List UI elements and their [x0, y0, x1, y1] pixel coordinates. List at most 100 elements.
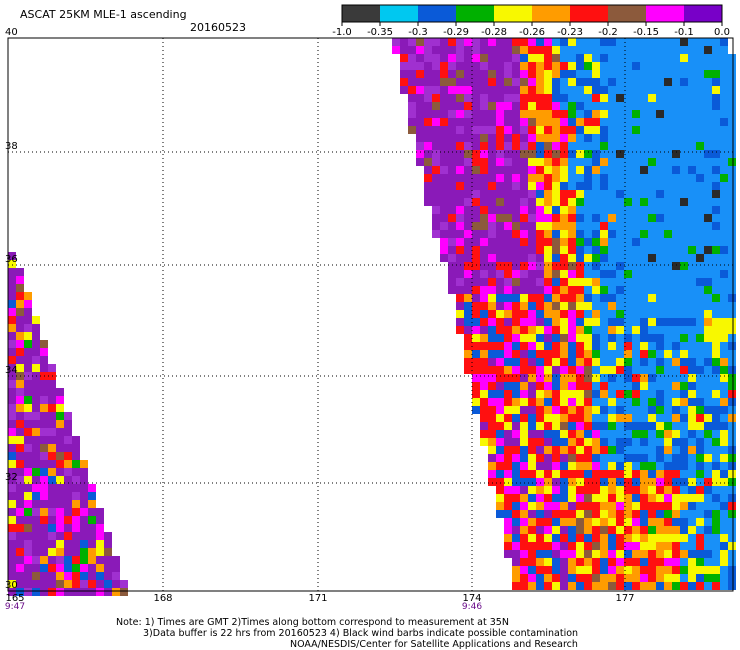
swath-cell — [504, 270, 512, 278]
swath-cell — [608, 510, 616, 518]
swath-cell — [488, 150, 496, 158]
swath-cell — [520, 430, 528, 438]
swath-cell — [728, 150, 736, 158]
swath-cell — [568, 558, 576, 566]
swath-cell — [712, 582, 720, 590]
swath-cell — [592, 550, 600, 558]
swath-cell — [464, 286, 472, 294]
swath-cell — [648, 142, 656, 150]
swath-cell — [560, 190, 568, 198]
swath-cell — [432, 110, 440, 118]
swath-cell — [496, 46, 504, 54]
swath-cell — [488, 46, 496, 54]
swath-cell — [624, 102, 632, 110]
swath-cell — [544, 294, 552, 302]
swath-cell — [416, 142, 424, 150]
swath-cell — [432, 166, 440, 174]
swath-cell — [688, 398, 696, 406]
swath-cell — [720, 142, 728, 150]
swath-cell — [584, 62, 592, 70]
swath-cell — [640, 94, 648, 102]
swath-cell — [656, 302, 664, 310]
swath-cell — [536, 406, 544, 414]
swath-cell — [560, 118, 568, 126]
swath-cell — [648, 198, 656, 206]
swath-cell — [512, 518, 520, 526]
swath-cell — [584, 558, 592, 566]
swath-cell — [640, 566, 648, 574]
swath-cell — [688, 390, 696, 398]
swath-cell — [584, 110, 592, 118]
swath-cell — [696, 422, 704, 430]
swath-cell — [536, 334, 544, 342]
swath-cell — [648, 206, 656, 214]
swath-cell — [40, 356, 48, 364]
swath-cell — [704, 582, 712, 590]
swath-cell — [616, 582, 624, 590]
swath-cell — [656, 526, 664, 534]
swath-cell — [584, 54, 592, 62]
swath-cell — [24, 324, 32, 332]
swath-cell — [32, 356, 40, 364]
swath-cell — [656, 574, 664, 582]
swath-cell — [664, 366, 672, 374]
swath-cell — [520, 366, 528, 374]
swath-cell — [504, 286, 512, 294]
colorbar-swatch — [380, 5, 419, 22]
swath-cell — [672, 270, 680, 278]
swath-cell — [664, 326, 672, 334]
swath-cell — [624, 174, 632, 182]
swath-cell — [600, 62, 608, 70]
swath-cell — [608, 454, 616, 462]
swath-cell — [448, 142, 456, 150]
swath-cell — [416, 126, 424, 134]
swath-cell — [632, 158, 640, 166]
swath-cell — [584, 526, 592, 534]
swath-cell — [656, 254, 664, 262]
swath-cell — [600, 38, 608, 46]
swath-cell — [688, 158, 696, 166]
swath-cell — [704, 142, 712, 150]
swath-cell — [504, 462, 512, 470]
swath-cell — [696, 38, 704, 46]
swath-cell — [496, 438, 504, 446]
swath-cell — [16, 412, 24, 420]
swath-cell — [568, 518, 576, 526]
swath-cell — [464, 222, 472, 230]
swath-cell — [472, 366, 480, 374]
swath-cell — [520, 478, 528, 486]
swath-cell — [704, 414, 712, 422]
swath-cell — [544, 318, 552, 326]
swath-cell — [640, 310, 648, 318]
swath-cell — [472, 86, 480, 94]
swath-cell — [96, 588, 104, 596]
swath-cell — [32, 380, 40, 388]
swath-cell — [72, 452, 80, 460]
swath-cell — [56, 396, 64, 404]
swath-cell — [24, 308, 32, 316]
swath-cell — [568, 126, 576, 134]
swath-cell — [448, 238, 456, 246]
swath-cell — [608, 78, 616, 86]
swath-cell — [512, 550, 520, 558]
swath-cell — [672, 358, 680, 366]
swath-cell — [520, 54, 528, 62]
swath-cell — [656, 414, 664, 422]
swath-cell — [576, 558, 584, 566]
swath-cell — [432, 86, 440, 94]
swath-cell — [488, 110, 496, 118]
swath-cell — [552, 502, 560, 510]
swath-cell — [8, 412, 16, 420]
swath-cell — [624, 310, 632, 318]
swath-cell — [632, 54, 640, 62]
swath-cell — [536, 206, 544, 214]
swath-cell — [600, 430, 608, 438]
swath-cell — [432, 126, 440, 134]
swath-cell — [680, 158, 688, 166]
swath-cell — [24, 436, 32, 444]
swath-cell — [8, 396, 16, 404]
swath-cell — [584, 198, 592, 206]
swath-cell — [672, 454, 680, 462]
swath-cell — [544, 390, 552, 398]
